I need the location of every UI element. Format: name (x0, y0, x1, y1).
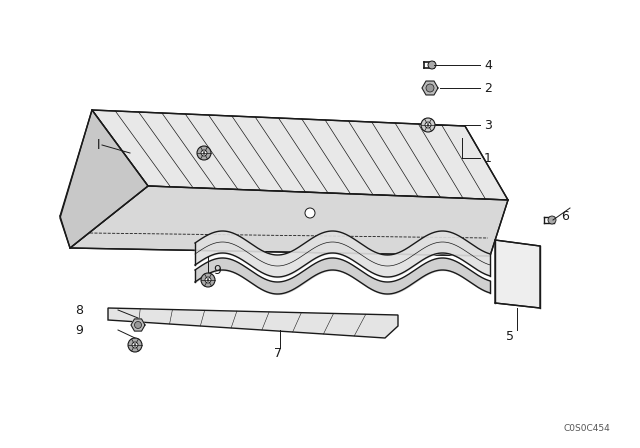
Polygon shape (108, 308, 398, 338)
Circle shape (205, 277, 211, 283)
Circle shape (197, 146, 211, 160)
Text: 4: 4 (484, 59, 492, 72)
Circle shape (132, 342, 138, 348)
Circle shape (305, 208, 315, 218)
Polygon shape (92, 110, 508, 200)
Polygon shape (70, 186, 508, 256)
Text: 9: 9 (75, 323, 83, 336)
Text: 7: 7 (274, 346, 282, 359)
Polygon shape (495, 240, 540, 308)
Circle shape (201, 273, 215, 287)
Polygon shape (422, 81, 438, 95)
Circle shape (128, 338, 142, 352)
Text: C0S0C454: C0S0C454 (563, 424, 610, 433)
Text: 1: 1 (484, 151, 492, 164)
Polygon shape (60, 110, 148, 248)
Circle shape (428, 61, 436, 69)
Text: 6: 6 (561, 210, 569, 223)
Circle shape (426, 84, 434, 92)
Text: 9: 9 (213, 263, 221, 276)
Circle shape (425, 122, 431, 128)
Circle shape (421, 118, 435, 132)
Text: 5: 5 (506, 329, 514, 343)
Circle shape (201, 150, 207, 156)
Circle shape (134, 322, 141, 328)
Polygon shape (131, 319, 145, 331)
Text: 8: 8 (75, 303, 83, 316)
Text: 3: 3 (484, 119, 492, 132)
Text: l: l (97, 138, 100, 151)
Text: 2: 2 (484, 82, 492, 95)
Circle shape (548, 216, 556, 224)
